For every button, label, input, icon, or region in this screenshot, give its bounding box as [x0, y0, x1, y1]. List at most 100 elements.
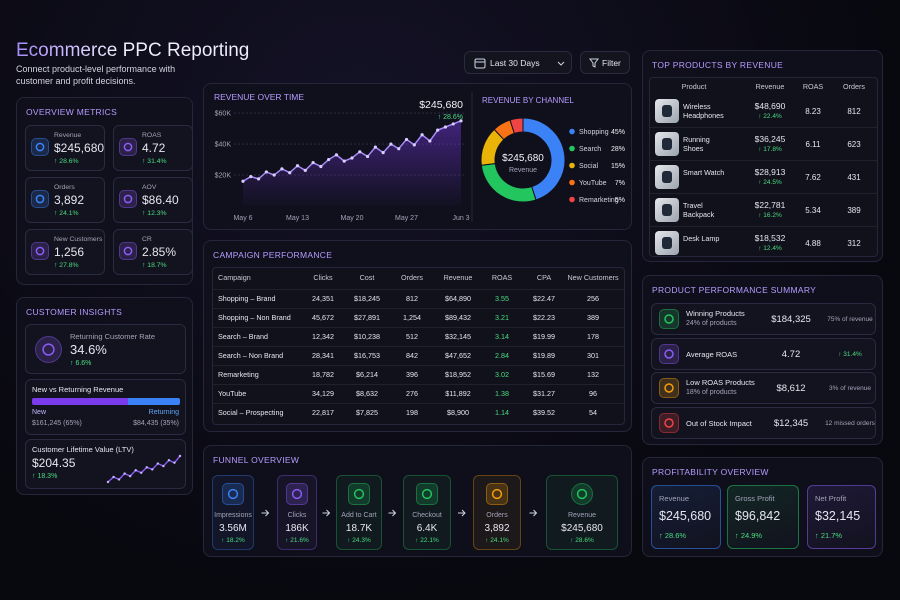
- product-glyph: [662, 204, 672, 216]
- sparkline-dot: [112, 475, 115, 479]
- table-cell: 2.84: [495, 351, 509, 360]
- profit-change: ↑ 28.6%: [659, 531, 687, 540]
- table-cell: $39.52: [533, 408, 555, 417]
- data-label: 15%: [611, 163, 625, 170]
- table-cell: 256: [587, 294, 599, 303]
- campaign-name: Search – Brand: [218, 332, 268, 341]
- table-cell: $27,891: [354, 313, 380, 322]
- icon: [659, 412, 679, 433]
- funnel-value: 6.4K: [416, 523, 438, 534]
- split-name: Returning: [148, 409, 179, 416]
- split-segment: [32, 398, 129, 405]
- funnel-change: ↑ 22.1%: [415, 537, 439, 544]
- date-range-label: Last 30 Days: [490, 58, 540, 68]
- row-divider: [213, 327, 624, 328]
- funnel-label: Impressions: [214, 512, 252, 519]
- date-range-button[interactable]: Last 30 Days: [464, 51, 572, 74]
- metric-change: ↑ 24.1%: [54, 210, 79, 217]
- icon: [659, 378, 679, 398]
- summary-detail: 18% of products: [686, 389, 737, 396]
- sparkline-dot: [173, 461, 176, 464]
- panel-title: OVERVIEW METRICS: [26, 107, 118, 117]
- metric-change: ↑ 28.6%: [54, 158, 79, 165]
- funnel-change: ↑ 24.3%: [347, 537, 371, 544]
- glyph: [35, 246, 45, 256]
- funnel-change: ↑ 21.6%: [285, 537, 309, 544]
- icon: [31, 242, 49, 260]
- icon: [348, 483, 370, 505]
- sparkline-dot: [156, 462, 160, 465]
- data-label: 5%: [615, 197, 625, 204]
- summary-label: Out of Stock Impact: [686, 418, 752, 428]
- top-products-panel: TOP PRODUCTS BY REVENUE Product Revenue ROA…: [642, 50, 883, 262]
- page-subtitle: Connect product-level performance with c…: [16, 64, 176, 86]
- point: [249, 174, 253, 179]
- metric-label: CR: [142, 236, 152, 243]
- campaign-name: Search – Non Brand: [218, 351, 284, 360]
- donut-center-value: $245,680: [502, 153, 544, 164]
- funnel-value: 18.7K: [345, 523, 373, 534]
- profit-value: $96,842: [735, 509, 781, 523]
- table-cell: $22.47: [533, 294, 555, 303]
- metric-label: Revenue: [54, 132, 82, 139]
- icon: [119, 242, 137, 260]
- funnel-label: Checkout: [412, 512, 442, 519]
- icon: [35, 336, 62, 363]
- icon-glyph: [227, 488, 239, 500]
- product-revenue: $28,913: [754, 167, 786, 177]
- sparkline-dot: [140, 471, 143, 474]
- icon-glyph: [664, 348, 674, 359]
- glyph: [123, 142, 133, 152]
- profitability-panel: PROFITABILITY OVERVIEW Revenue $245,680 ↑ 2…: [642, 457, 883, 557]
- sparkline-dot: [106, 480, 110, 484]
- glyph: [662, 171, 672, 183]
- panel-title: PROFITABILITY OVERVIEW: [652, 467, 769, 477]
- table-cell: 3.02: [495, 370, 509, 379]
- funnel-value: $245,680: [561, 523, 603, 534]
- panel-title: FUNNEL OVERVIEW: [213, 455, 300, 465]
- metric-card: Orders 3,892 ↑ 24.1%: [25, 177, 105, 223]
- table-cell: $32,145: [445, 332, 471, 341]
- icon: [222, 483, 244, 505]
- icon-glyph: [35, 194, 45, 204]
- glyph: [664, 383, 674, 393]
- campaign-name: Social – Prospecting: [218, 408, 284, 417]
- metric-card: Revenue $245,680 ↑ 28.6%: [25, 125, 105, 171]
- campaign-name: Shopping – Brand: [218, 294, 276, 303]
- sparkline-dot: [123, 472, 126, 475]
- table-cell: 301: [587, 351, 599, 360]
- page-title: Ecommerce PPC Reporting: [16, 40, 250, 61]
- funnel-value: 3.56M: [219, 523, 247, 534]
- table-header: Product: [681, 82, 707, 91]
- metric-change: ↑ 12.3%: [142, 210, 167, 217]
- campaign-name: Campaign: [218, 273, 251, 282]
- funnel-label: Add to Cart: [341, 512, 377, 519]
- metric-change: ↑ 31.4%: [142, 158, 167, 165]
- icon: [659, 343, 679, 364]
- row-divider: [650, 127, 877, 128]
- product-orders: 623: [847, 140, 861, 149]
- arrow: [261, 509, 270, 517]
- table-cell: 1.38: [495, 389, 509, 398]
- table-cell: $22.23: [533, 313, 555, 322]
- filter-button[interactable]: Filter: [580, 51, 630, 74]
- metric-value: $86.40: [142, 193, 179, 207]
- summary-row: Average ROAS 4.72 ↑ 31.4%: [651, 337, 876, 370]
- sparkline-dot: [151, 468, 154, 471]
- metric-value: 4.72: [142, 141, 166, 155]
- customer-insights-panel: CUSTOMER INSIGHTS Returning Customer Rate…: [16, 297, 193, 495]
- legend-label: Social: [579, 163, 599, 170]
- product-roas: 5.34: [805, 206, 821, 215]
- revenue-split-title: New vs Returning Revenue: [32, 385, 124, 394]
- table-cell: $11,892: [445, 389, 471, 398]
- funnel-panel: FUNNEL OVERVIEW Impressions 3.56M ↑ 18.2% Cl…: [203, 445, 632, 557]
- funnel-step: Impressions 3.56M ↑ 18.2%: [212, 475, 254, 550]
- metric-value: 2.85%: [142, 245, 177, 259]
- product-image: [655, 231, 679, 255]
- area: [243, 120, 461, 206]
- table-cell: 3.55: [495, 294, 509, 303]
- chevron: [557, 61, 565, 66]
- summary-value: $8,612: [776, 383, 806, 394]
- product-glyph: [662, 171, 672, 183]
- metric-card: New Customers 1,256 ↑ 27.8%: [25, 229, 105, 275]
